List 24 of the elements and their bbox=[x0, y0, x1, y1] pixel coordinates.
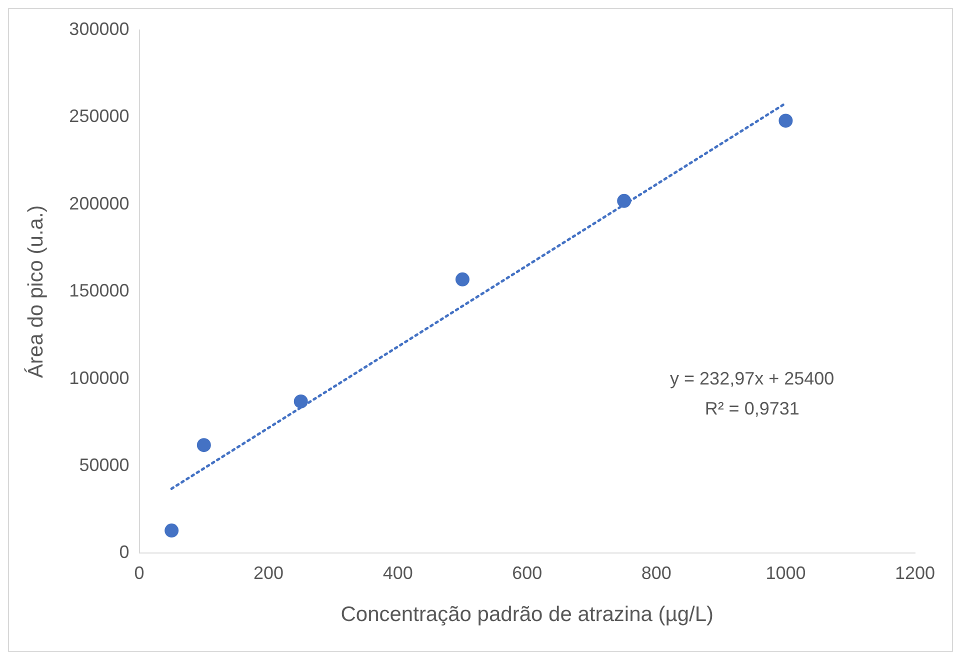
y-tick-label: 0 bbox=[119, 542, 130, 562]
x-tick-label: 800 bbox=[641, 562, 672, 583]
x-tick-label: 1000 bbox=[766, 562, 806, 583]
y-axis-title: Área do pico (u.a.) bbox=[23, 205, 48, 378]
point bbox=[196, 438, 211, 452]
x-axis-title: Concentração padrão de atrazina (µg/L) bbox=[340, 603, 714, 626]
y-tick-label: 250000 bbox=[69, 106, 130, 126]
y-tick-label: 300000 bbox=[69, 18, 130, 39]
annotation: y = 232,97x + 25400 bbox=[670, 368, 834, 388]
point bbox=[778, 114, 793, 128]
x-tick-label: 0 bbox=[134, 562, 144, 583]
x-tick-label: 400 bbox=[382, 562, 413, 583]
x-tick-label: 1200 bbox=[894, 562, 936, 583]
y-tick-label: 100000 bbox=[69, 368, 130, 388]
y-tick-label: 150000 bbox=[69, 280, 130, 301]
x-tick-label: 600 bbox=[512, 562, 542, 583]
point bbox=[164, 524, 179, 538]
y-tick-label: 200000 bbox=[69, 193, 130, 214]
point bbox=[294, 394, 308, 408]
x-tick-label: 200 bbox=[254, 562, 284, 583]
annotation: R² = 0,9731 bbox=[704, 398, 800, 418]
point bbox=[617, 194, 632, 208]
y-tick-label: 50000 bbox=[79, 454, 130, 475]
point bbox=[455, 272, 470, 286]
